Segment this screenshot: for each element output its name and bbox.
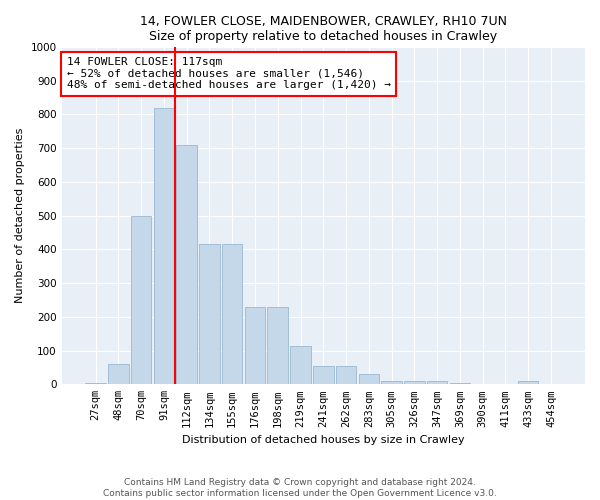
Bar xyxy=(313,366,334,384)
X-axis label: Distribution of detached houses by size in Crawley: Distribution of detached houses by size … xyxy=(182,435,464,445)
Bar xyxy=(404,381,425,384)
Bar xyxy=(85,382,106,384)
Bar xyxy=(108,364,128,384)
Y-axis label: Number of detached properties: Number of detached properties xyxy=(15,128,25,304)
Text: Contains HM Land Registry data © Crown copyright and database right 2024.
Contai: Contains HM Land Registry data © Crown c… xyxy=(103,478,497,498)
Bar xyxy=(336,366,356,384)
Bar xyxy=(382,381,402,384)
Bar xyxy=(518,381,538,384)
Bar xyxy=(359,374,379,384)
Bar xyxy=(199,244,220,384)
Bar xyxy=(427,381,448,384)
Title: 14, FOWLER CLOSE, MAIDENBOWER, CRAWLEY, RH10 7UN
Size of property relative to de: 14, FOWLER CLOSE, MAIDENBOWER, CRAWLEY, … xyxy=(140,15,507,43)
Bar xyxy=(290,346,311,385)
Text: 14 FOWLER CLOSE: 117sqm
← 52% of detached houses are smaller (1,546)
48% of semi: 14 FOWLER CLOSE: 117sqm ← 52% of detache… xyxy=(67,57,391,90)
Bar xyxy=(154,108,174,384)
Bar xyxy=(222,244,242,384)
Bar xyxy=(245,306,265,384)
Bar xyxy=(176,145,197,384)
Bar xyxy=(131,216,151,384)
Bar xyxy=(268,306,288,384)
Bar xyxy=(449,382,470,384)
